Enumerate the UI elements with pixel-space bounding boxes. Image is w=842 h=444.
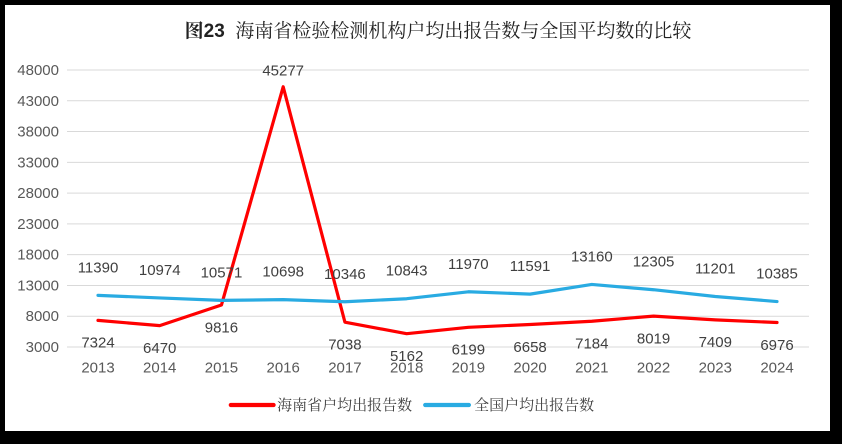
svg-text:9816: 9816 <box>205 319 238 336</box>
svg-text:6470: 6470 <box>143 340 176 357</box>
svg-text:11591: 11591 <box>510 258 551 275</box>
svg-text:10698: 10698 <box>262 264 304 281</box>
svg-text:18000: 18000 <box>17 247 59 264</box>
svg-text:3000: 3000 <box>26 339 59 356</box>
svg-text:28000: 28000 <box>17 185 59 202</box>
svg-text:11390: 11390 <box>78 259 119 276</box>
svg-text:2014: 2014 <box>143 360 176 377</box>
svg-text:11970: 11970 <box>448 256 489 273</box>
svg-text:2017: 2017 <box>328 360 361 377</box>
svg-text:6658: 6658 <box>513 339 546 356</box>
svg-text:13000: 13000 <box>17 277 59 294</box>
svg-text:全国户均出报告数: 全国户均出报告数 <box>474 396 594 414</box>
svg-text:38000: 38000 <box>17 124 59 141</box>
svg-text:2021: 2021 <box>575 360 608 377</box>
svg-text:10571: 10571 <box>201 264 243 281</box>
svg-text:7324: 7324 <box>81 335 114 352</box>
svg-text:6199: 6199 <box>452 342 485 359</box>
svg-text:33000: 33000 <box>17 154 59 171</box>
svg-text:海南省户均出报告数: 海南省户均出报告数 <box>277 396 412 414</box>
svg-text:2019: 2019 <box>452 360 485 377</box>
svg-text:13160: 13160 <box>571 248 613 265</box>
svg-text:2015: 2015 <box>205 360 238 377</box>
svg-text:2016: 2016 <box>266 360 299 377</box>
svg-text:11201: 11201 <box>695 261 736 278</box>
svg-text:2020: 2020 <box>513 360 546 377</box>
svg-text:8000: 8000 <box>26 308 59 325</box>
svg-text:2024: 2024 <box>760 360 793 377</box>
svg-text:7038: 7038 <box>328 336 361 353</box>
svg-text:2013: 2013 <box>81 360 114 377</box>
svg-text:23000: 23000 <box>17 216 59 233</box>
svg-text:10385: 10385 <box>756 266 798 283</box>
svg-text:45277: 45277 <box>262 62 304 79</box>
svg-text:2022: 2022 <box>637 360 670 377</box>
svg-text:10974: 10974 <box>139 262 181 279</box>
svg-text:10843: 10843 <box>386 263 428 280</box>
svg-text:2023: 2023 <box>699 360 732 377</box>
svg-text:6976: 6976 <box>760 337 793 354</box>
svg-text:8019: 8019 <box>637 330 670 347</box>
svg-text:7409: 7409 <box>699 334 732 351</box>
svg-text:12305: 12305 <box>633 254 675 271</box>
svg-text:7184: 7184 <box>575 336 608 353</box>
svg-text:48000: 48000 <box>17 62 59 79</box>
svg-text:43000: 43000 <box>17 93 59 110</box>
svg-text:10346: 10346 <box>324 266 366 283</box>
svg-text:5162: 5162 <box>390 348 423 365</box>
